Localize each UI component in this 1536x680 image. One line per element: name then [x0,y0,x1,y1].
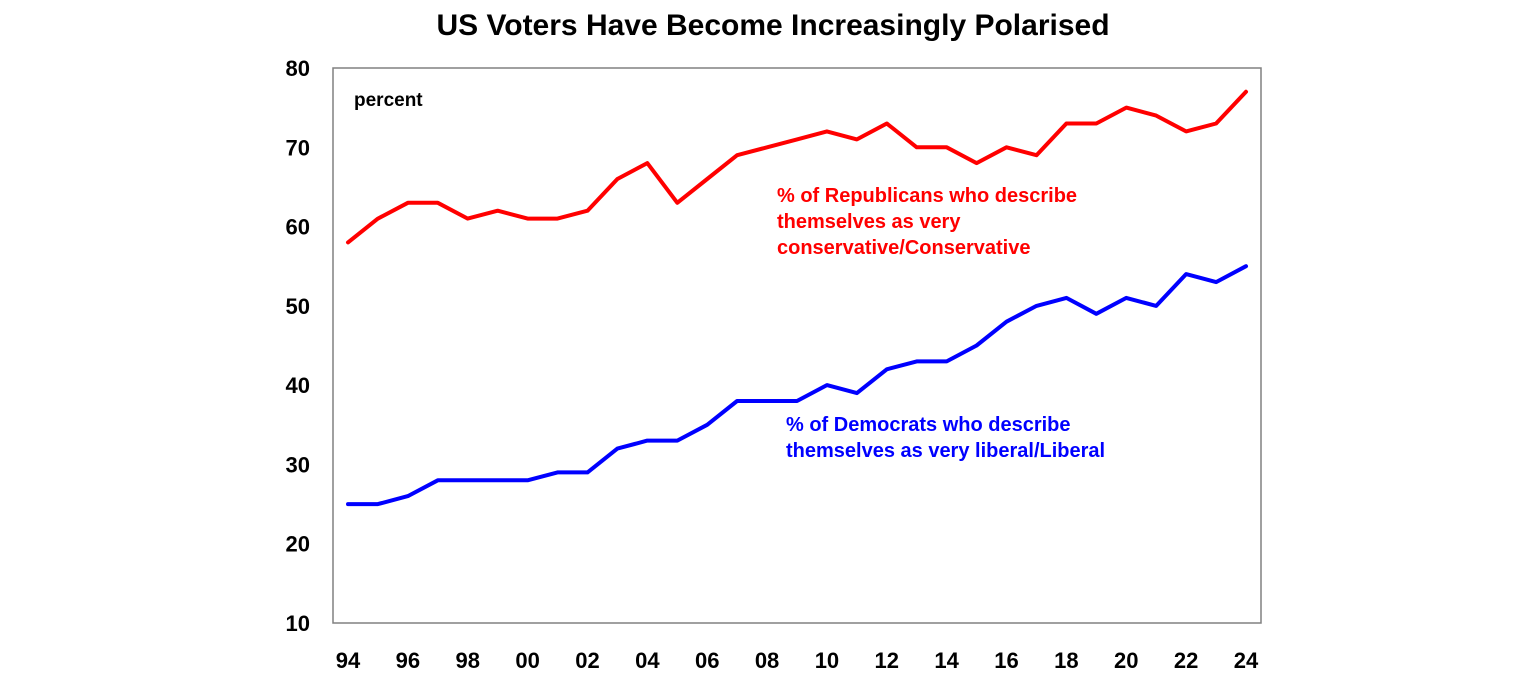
x-tick-label: 06 [695,648,719,673]
x-tick-label: 14 [934,648,959,673]
y-tick-label: 80 [286,56,310,81]
y-axis-ticks: 10 20 30 40 50 60 70 80 [286,56,310,636]
x-tick-label: 94 [336,648,361,673]
x-tick-label: 16 [994,648,1018,673]
annotation-line: themselves as very liberal/Liberal [786,440,1105,462]
chart-title: US Voters Have Become Increasingly Polar… [436,9,1109,42]
annotation-democrats: % of Democrats who describe themselves as… [786,414,1105,462]
x-tick-label: 12 [875,648,899,673]
x-tick-label: 24 [1234,648,1259,673]
x-tick-label: 96 [396,648,420,673]
y-tick-label: 50 [286,294,310,319]
y-tick-label: 10 [286,611,310,636]
y-tick-label: 70 [286,135,310,160]
x-tick-label: 20 [1114,648,1138,673]
y-unit-label: percent [354,90,423,111]
x-tick-label: 08 [755,648,779,673]
annotation-line: conservative/Conservative [777,237,1030,259]
y-tick-label: 60 [286,215,310,240]
x-tick-label: 04 [635,648,660,673]
x-tick-label: 10 [815,648,839,673]
y-tick-label: 30 [286,452,310,477]
annotation-line: % of Democrats who describe [786,414,1071,436]
x-tick-label: 98 [455,648,479,673]
plot-frame [332,67,1262,624]
annotation-line: themselves as very [777,211,961,233]
x-tick-label: 00 [515,648,539,673]
x-tick-label: 18 [1054,648,1078,673]
series-layer [346,89,1248,507]
y-tick-label: 40 [286,373,310,398]
annotation-line: % of Republicans who describe [777,185,1077,207]
annotation-republicans: % of Republicans who describe themselves … [777,185,1077,259]
x-axis-ticks: 94 96 98 00 02 04 06 08 10 12 14 16 18 20 22 24 [336,648,1259,673]
annotations: % of Republicans who describe themselves … [777,185,1105,462]
x-tick-label: 02 [575,648,599,673]
y-tick-label: 20 [286,532,310,557]
x-tick-label: 22 [1174,648,1198,673]
